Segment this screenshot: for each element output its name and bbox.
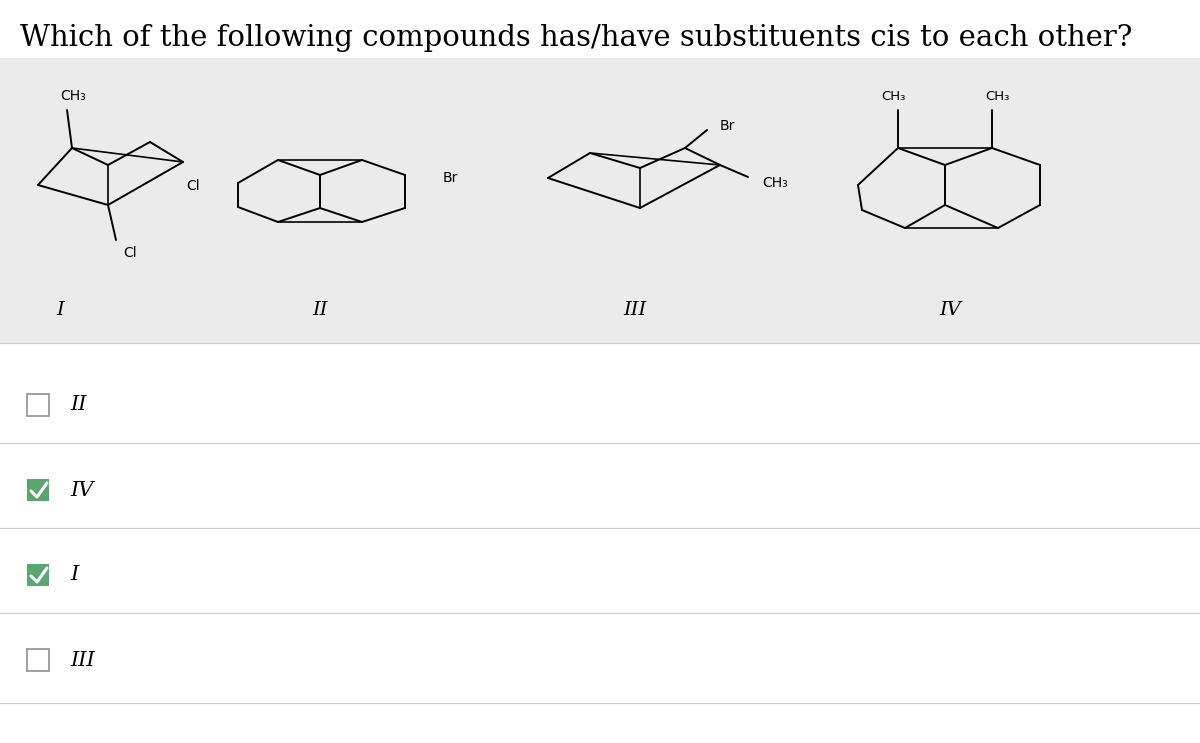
Text: Which of the following compounds has/have substituents cis to each other?: Which of the following compounds has/hav… — [20, 24, 1133, 52]
Text: II: II — [312, 301, 328, 319]
Text: I: I — [56, 301, 64, 319]
Text: CH₃: CH₃ — [881, 89, 905, 103]
Bar — [0, 58, 1200, 343]
Text: IV: IV — [940, 301, 961, 319]
Text: CH₃: CH₃ — [985, 89, 1009, 103]
Text: I: I — [70, 565, 78, 585]
Text: II: II — [70, 395, 86, 415]
Text: CH₃: CH₃ — [762, 176, 787, 190]
Text: Br: Br — [720, 119, 736, 133]
Text: Cl: Cl — [186, 179, 200, 193]
Bar — [28, 564, 49, 586]
Text: III: III — [623, 301, 647, 319]
Text: Cl: Cl — [124, 246, 137, 260]
Text: Br: Br — [443, 171, 458, 185]
Text: CH₃: CH₃ — [60, 89, 85, 103]
Text: III: III — [70, 651, 95, 669]
Bar — [28, 649, 49, 671]
Bar — [28, 479, 49, 501]
Text: IV: IV — [70, 481, 94, 499]
Bar — [28, 394, 49, 416]
